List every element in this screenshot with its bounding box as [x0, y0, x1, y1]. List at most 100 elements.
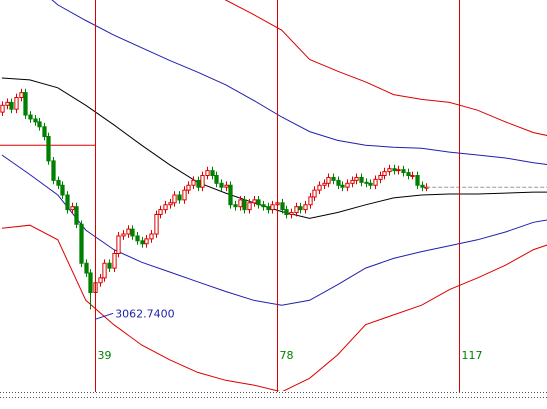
candle-body	[308, 196, 313, 206]
candle-body	[23, 92, 28, 116]
candle-body	[247, 202, 252, 211]
candle-body	[382, 171, 387, 177]
candle-body	[289, 212, 294, 216]
candle-body	[51, 160, 56, 181]
candle-body	[410, 175, 415, 177]
candle-body	[33, 118, 38, 123]
candle-body	[56, 179, 61, 186]
candle-body	[14, 97, 19, 110]
candle-body	[368, 182, 373, 186]
candle-body	[392, 168, 397, 172]
candle-body	[354, 176, 359, 181]
x-tick-label: 117	[462, 349, 483, 362]
band-line	[1, 77, 547, 219]
x-tick-label: 78	[280, 349, 294, 362]
candle-body	[177, 194, 182, 201]
candle-body	[191, 179, 196, 186]
min-label-leader	[94, 312, 114, 320]
candle-body	[144, 238, 149, 245]
candle-body	[46, 136, 51, 162]
candle-body	[154, 214, 159, 235]
candle-body	[406, 172, 411, 176]
candle-body	[121, 233, 126, 237]
candle-body	[228, 184, 233, 206]
candle-body	[130, 228, 135, 237]
candle-body	[350, 179, 355, 184]
candle-body	[242, 199, 247, 211]
candle-body	[294, 206, 299, 214]
candle-body	[415, 175, 420, 186]
candle-body	[102, 262, 107, 279]
candle-body	[163, 204, 168, 211]
candle-body	[298, 206, 303, 211]
candle-body	[196, 179, 201, 188]
candle-body	[182, 189, 187, 201]
candle-body	[261, 204, 266, 208]
candle-body	[378, 175, 383, 180]
candle-body	[420, 184, 425, 188]
candle-body	[322, 182, 327, 186]
plot-area	[0, 0, 547, 391]
candle-body	[42, 126, 47, 137]
candle-body	[331, 176, 336, 181]
candle-body	[107, 262, 112, 269]
candle-body	[135, 235, 140, 242]
candle-body	[140, 240, 145, 245]
candle-body	[326, 176, 331, 184]
candle-body	[37, 121, 42, 128]
candle-body	[336, 179, 341, 186]
candle-body	[79, 223, 84, 264]
candle-body	[364, 181, 369, 184]
band-line	[1, 224, 547, 391]
min-label: 3062.7400	[115, 307, 175, 320]
candle-body	[317, 184, 322, 191]
candle-body	[214, 175, 219, 184]
candle-body	[28, 114, 33, 120]
candle-body	[70, 206, 75, 211]
candle-body	[74, 206, 79, 225]
candle-body	[340, 184, 345, 188]
candle-body	[186, 184, 191, 191]
candle-body	[210, 170, 215, 176]
candle-body	[172, 194, 177, 204]
band-line	[224, 0, 547, 136]
candle-body	[158, 209, 163, 215]
candle-body	[149, 233, 154, 240]
candle-body	[256, 199, 261, 206]
candle-body	[233, 204, 238, 208]
candle-body	[5, 101, 10, 106]
candle-body	[205, 170, 210, 176]
candle-body	[280, 202, 285, 211]
candle-body	[252, 199, 257, 204]
candle-body	[270, 204, 275, 211]
candle-body	[9, 101, 14, 110]
candle-body	[168, 202, 173, 206]
candle-body	[266, 206, 271, 211]
candle-body	[387, 168, 392, 173]
band-line	[51, 0, 547, 166]
candle-body	[219, 182, 224, 188]
candle-body	[116, 235, 121, 254]
candle-body	[359, 176, 364, 183]
candle-body	[200, 175, 205, 188]
candle-body	[112, 253, 117, 269]
candle-body	[238, 199, 243, 208]
candle-body	[224, 184, 229, 188]
candle-body	[126, 228, 131, 235]
candle-body	[84, 262, 89, 274]
candle-body	[60, 184, 65, 196]
candle-body	[345, 182, 350, 188]
candle-body	[303, 204, 308, 211]
x-tick-label: 39	[98, 349, 112, 362]
candle-body	[401, 169, 406, 174]
candle-body	[19, 92, 24, 98]
candle-body	[65, 194, 70, 211]
candle-body	[98, 277, 103, 284]
candle-body	[284, 209, 289, 215]
candle-body	[88, 272, 93, 293]
candle-body	[312, 189, 317, 198]
candle-body	[373, 178, 378, 186]
candle-body	[0, 104, 5, 113]
candle-body	[396, 169, 401, 172]
